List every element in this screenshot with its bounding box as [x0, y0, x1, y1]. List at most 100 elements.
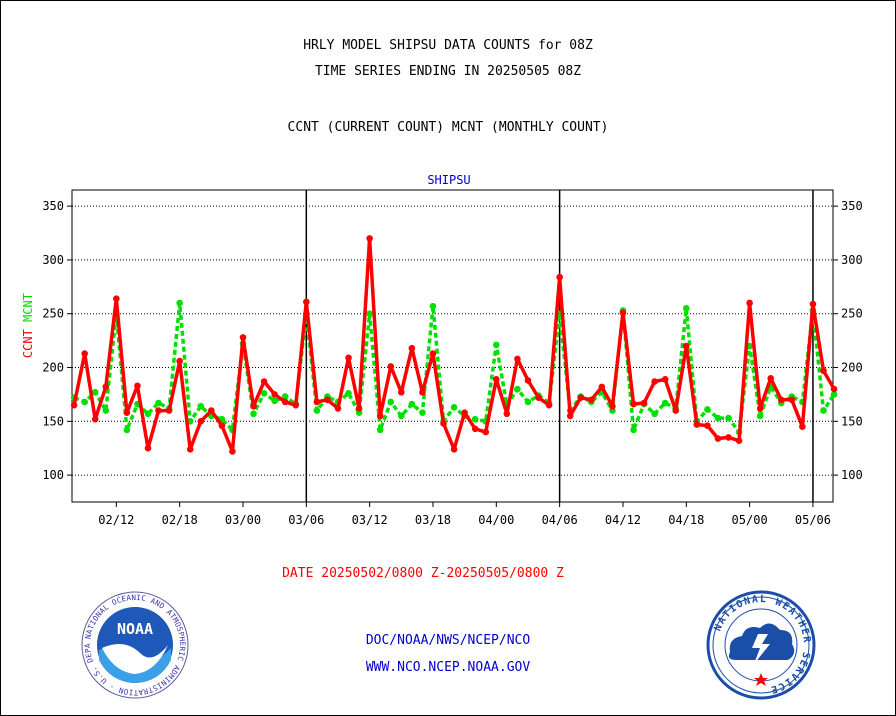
data-point-ccnt: [587, 396, 595, 404]
data-point-mcnt: [419, 409, 426, 417]
data-point-ccnt: [524, 377, 532, 384]
data-point-ccnt: [714, 435, 722, 442]
data-point-mcnt: [345, 390, 352, 397]
data-point-mcnt: [429, 302, 437, 310]
data-point-ccnt: [155, 407, 162, 414]
data-point-ccnt: [292, 401, 300, 409]
data-point-mcnt: [471, 415, 479, 423]
data-point-ccnt: [239, 334, 247, 341]
x-axis-ticks: 02/12 02/18 03/00 03/06 03/12 03/18 04/00 04/06…: [98, 502, 831, 527]
data-point-ccnt: [440, 420, 447, 427]
data-point-mcnt: [756, 412, 764, 420]
data-point-mcnt: [250, 410, 257, 418]
y-tick-label-right: 100: [841, 468, 863, 482]
data-point-ccnt: [756, 405, 764, 412]
data-point-ccnt: [398, 388, 405, 396]
date-range: DATE 20250502/0800 Z-20250505/0800 Z: [282, 566, 564, 581]
data-point-ccnt: [545, 401, 553, 409]
data-point-ccnt: [345, 354, 352, 362]
data-point-ccnt: [767, 374, 775, 382]
data-point-ccnt: [197, 418, 205, 425]
data-point-mcnt: [197, 402, 205, 410]
data-point-ccnt: [313, 398, 321, 406]
data-point-ccnt: [820, 367, 827, 375]
data-point-ccnt: [672, 407, 680, 414]
header-title: HRLY MODEL SHIPSU DATA COUNTS for 08Z: [303, 38, 593, 53]
data-point-mcnt: [704, 406, 711, 413]
data-point-mcnt: [408, 400, 416, 408]
data-point-ccnt: [408, 344, 416, 352]
data-point-mcnt: [661, 399, 669, 407]
data-point-ccnt: [70, 401, 78, 409]
x-tick-label: 02/18: [162, 513, 198, 527]
data-point-mcnt: [102, 407, 110, 414]
y-tick-label-left: 100: [42, 468, 64, 482]
x-tick-label: 03/00: [225, 513, 261, 527]
data-point-mcnt: [366, 310, 373, 318]
data-point-ccnt: [630, 400, 637, 408]
header-legend-description: CCNT (CURRENT COUNT) MCNT (MONTHLY COUNT…: [287, 120, 609, 135]
x-tick-label: 04/06: [542, 513, 578, 527]
data-point-ccnt: [419, 388, 426, 396]
data-point-mcnt: [155, 399, 162, 407]
data-point-ccnt: [134, 382, 141, 390]
y-tick-label-left: 350: [42, 199, 64, 213]
data-point-mcnt: [820, 407, 827, 414]
data-point-ccnt: [651, 378, 658, 385]
data-point-ccnt: [704, 422, 711, 429]
y-tick-label-right: 150: [841, 414, 863, 428]
data-point-ccnt: [514, 355, 521, 363]
data-point-mcnt: [271, 397, 278, 405]
y-tick-label-left: 200: [42, 361, 64, 375]
data-point-ccnt: [387, 363, 395, 370]
data-point-mcnt: [81, 398, 88, 406]
data-point-ccnt: [144, 444, 152, 452]
data-point-ccnt: [303, 298, 310, 306]
data-point-ccnt: [186, 445, 194, 453]
data-point-ccnt: [566, 412, 574, 420]
data-point-ccnt: [91, 415, 99, 423]
data-point-ccnt: [113, 295, 120, 302]
noaa-logo-text: NOAA: [117, 620, 153, 638]
y-tick-label-right: 300: [841, 253, 863, 267]
x-tick-label: 02/12: [98, 513, 134, 527]
data-point-mcnt: [682, 305, 690, 312]
data-point-ccnt: [355, 405, 363, 412]
chart-title: SHIPSU: [427, 173, 470, 187]
grid-lines: [72, 205, 833, 476]
data-point-ccnt: [735, 437, 743, 444]
data-point-ccnt: [208, 407, 215, 414]
data-point-ccnt: [661, 376, 669, 383]
data-point-ccnt: [493, 376, 500, 383]
data-point-mcnt: [376, 426, 384, 434]
data-point-ccnt: [229, 448, 236, 455]
data-point-ccnt: [577, 394, 585, 401]
data-point-ccnt: [809, 300, 817, 308]
data-point-mcnt: [260, 390, 268, 397]
x-tick-label: 04/18: [668, 513, 704, 527]
data-point-ccnt: [165, 407, 173, 414]
x-tick-label: 04/12: [605, 513, 641, 527]
data-point-mcnt: [144, 410, 152, 418]
x-tick-label: 04/00: [478, 513, 514, 527]
data-point-ccnt: [218, 422, 226, 429]
data-point-ccnt: [482, 428, 490, 436]
data-point-mcnt: [313, 407, 321, 414]
data-point-ccnt: [102, 383, 110, 391]
data-point-ccnt: [640, 399, 648, 407]
data-point-ccnt: [682, 342, 690, 350]
data-point-mcnt: [176, 299, 183, 307]
data-point-mcnt: [714, 414, 722, 422]
data-point-ccnt: [366, 235, 373, 242]
data-point-mcnt: [398, 412, 405, 420]
data-point-ccnt: [81, 350, 88, 357]
data-point-ccnt: [693, 421, 701, 428]
data-point-ccnt: [324, 396, 331, 404]
footer-org: DOC/NOAA/NWS/NCEP/NCO: [365, 633, 531, 648]
data-point-ccnt: [556, 273, 563, 281]
data-point-ccnt: [471, 425, 479, 433]
data-point-ccnt: [281, 398, 289, 406]
data-point-mcnt: [725, 414, 732, 422]
y-tick-label-right: 350: [841, 199, 863, 213]
data-point-ccnt: [334, 405, 342, 412]
